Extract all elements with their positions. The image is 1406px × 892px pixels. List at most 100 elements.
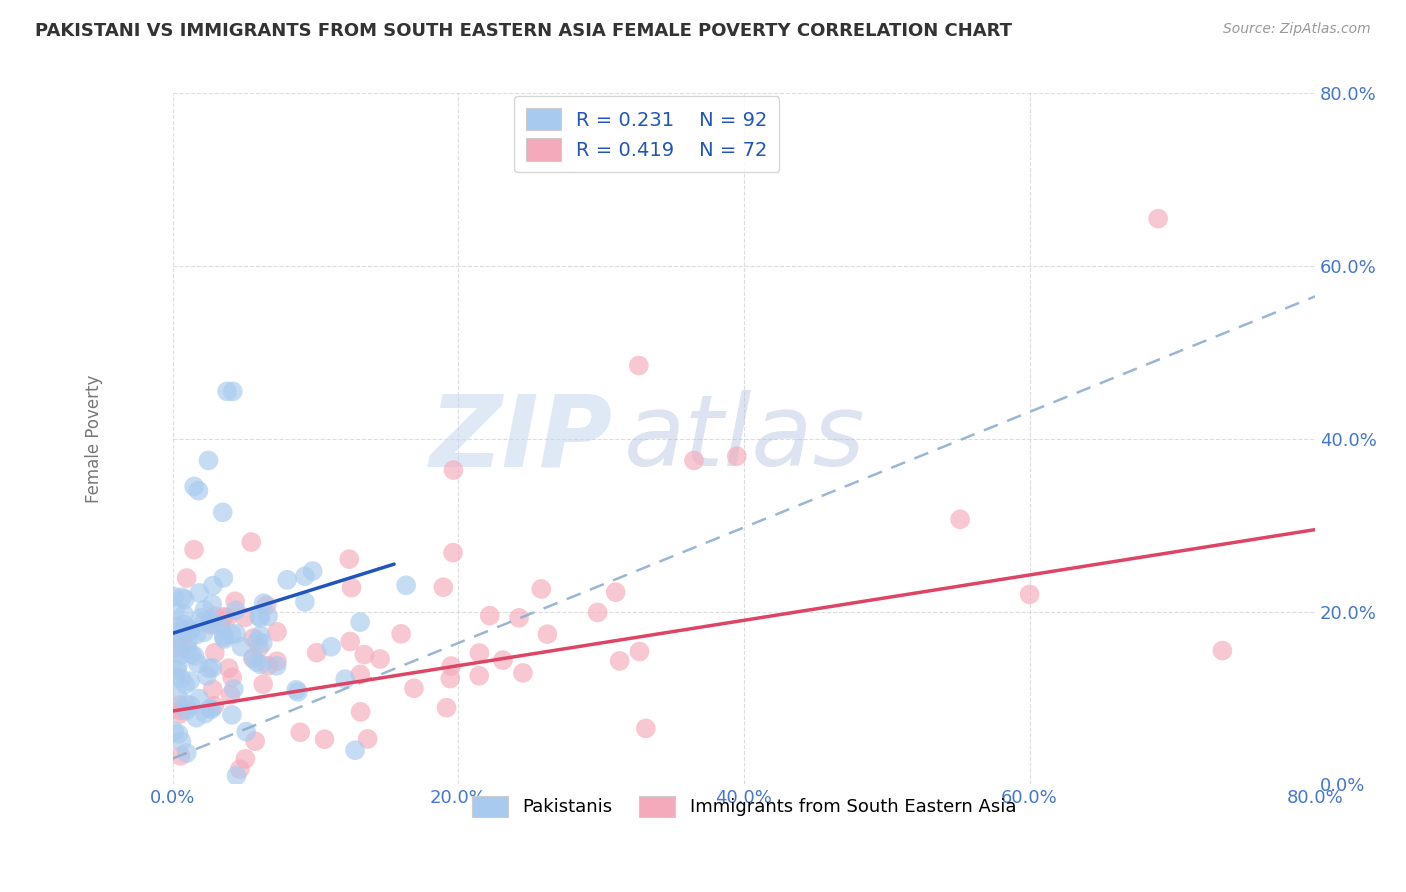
Point: [166, 689, 188, 703]
Point: [176, 571, 198, 585]
Point: [1018, 587, 1040, 601]
Point: [249, 611, 271, 625]
Point: [170, 734, 193, 748]
Point: [389, 627, 412, 641]
Point: [190, 611, 212, 625]
Point: [188, 586, 211, 600]
Point: [173, 617, 195, 632]
Legend: Pakistanis, Immigrants from South Eastern Asia: Pakistanis, Immigrants from South Easter…: [464, 789, 1024, 824]
Point: [169, 706, 191, 721]
Point: [174, 697, 197, 711]
Point: [586, 606, 609, 620]
Point: [169, 698, 191, 712]
Point: [294, 569, 316, 583]
Point: [249, 657, 271, 672]
Point: [211, 505, 233, 519]
Point: [194, 706, 217, 721]
Point: [186, 627, 208, 641]
Point: [285, 682, 308, 697]
Point: [195, 669, 218, 683]
Y-axis label: Female Poverty: Female Poverty: [86, 375, 103, 503]
Point: [187, 657, 209, 671]
Point: [266, 654, 288, 668]
Point: [266, 624, 288, 639]
Point: [193, 625, 215, 640]
Point: [530, 582, 553, 596]
Point: [536, 627, 558, 641]
Point: [337, 552, 360, 566]
Point: [1211, 643, 1233, 657]
Point: [166, 663, 188, 677]
Point: [167, 727, 190, 741]
Point: [246, 655, 269, 669]
Point: [169, 703, 191, 717]
Point: [609, 654, 631, 668]
Point: [163, 590, 186, 604]
Point: [368, 652, 391, 666]
Point: [209, 618, 232, 632]
Point: [218, 661, 240, 675]
Point: [314, 732, 336, 747]
Point: [344, 743, 367, 757]
Point: [204, 609, 226, 624]
Point: [180, 698, 202, 713]
Point: [249, 628, 271, 642]
Point: [201, 661, 224, 675]
Point: [301, 564, 323, 578]
Point: [163, 633, 186, 648]
Point: [235, 724, 257, 739]
Point: [201, 682, 224, 697]
Point: [165, 604, 187, 618]
Point: [197, 453, 219, 467]
Point: [166, 619, 188, 633]
Point: [169, 648, 191, 663]
Point: [605, 585, 627, 599]
Point: [176, 642, 198, 657]
Point: [165, 670, 187, 684]
Point: [212, 630, 235, 644]
Point: [356, 731, 378, 746]
Point: [252, 596, 274, 610]
Point: [242, 631, 264, 645]
Point: [212, 571, 235, 585]
Point: [349, 615, 371, 629]
Point: [173, 622, 195, 636]
Point: [198, 701, 221, 715]
Point: [204, 646, 226, 660]
Point: [436, 700, 458, 714]
Point: [725, 449, 748, 463]
Point: [166, 658, 188, 673]
Point: [222, 384, 245, 399]
Point: [198, 614, 221, 628]
Point: [187, 483, 209, 498]
Point: [468, 646, 491, 660]
Point: [201, 597, 224, 611]
Point: [221, 707, 243, 722]
Text: atlas: atlas: [624, 391, 866, 487]
Point: [243, 734, 266, 748]
Point: [163, 640, 186, 655]
Point: [179, 674, 201, 689]
Point: [188, 691, 211, 706]
Point: [276, 573, 298, 587]
Point: [305, 646, 328, 660]
Point: [172, 631, 194, 645]
Point: [225, 603, 247, 617]
Point: [634, 722, 657, 736]
Point: [231, 640, 253, 654]
Point: [290, 725, 312, 739]
Point: [468, 669, 491, 683]
Point: [225, 769, 247, 783]
Point: [202, 615, 225, 630]
Point: [166, 624, 188, 639]
Point: [186, 711, 208, 725]
Text: Source: ZipAtlas.com: Source: ZipAtlas.com: [1223, 22, 1371, 37]
Point: [180, 647, 202, 661]
Point: [242, 650, 264, 665]
Text: ZIP: ZIP: [430, 391, 613, 487]
Point: [443, 463, 465, 477]
Point: [176, 624, 198, 639]
Point: [439, 672, 461, 686]
Point: [492, 653, 515, 667]
Point: [349, 667, 371, 681]
